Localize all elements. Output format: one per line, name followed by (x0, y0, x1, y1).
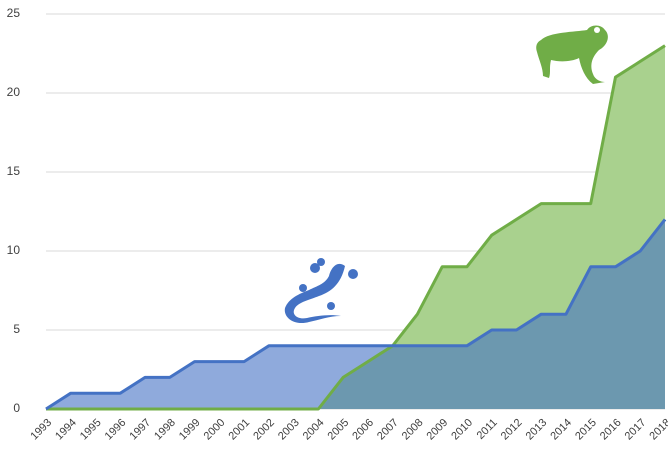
x-tick-label: 2007 (375, 417, 401, 443)
x-tick-label: 1999 (177, 417, 203, 443)
x-tick-label: 2006 (350, 417, 376, 443)
y-tick-label: 15 (7, 164, 21, 178)
x-tick-label: 1997 (127, 417, 153, 443)
y-tick-label: 5 (13, 322, 20, 336)
x-tick-label: 1995 (78, 417, 104, 443)
y-tick-label: 10 (7, 243, 21, 257)
x-tick-label: 1996 (103, 417, 129, 443)
x-tick-label: 2002 (251, 417, 277, 443)
x-tick-label: 2009 (425, 417, 451, 443)
x-tick-label: 2013 (524, 417, 550, 443)
y-tick-label: 25 (7, 6, 21, 20)
x-tick-label: 2001 (226, 417, 252, 443)
x-tick-label: 2012 (499, 417, 525, 443)
x-tick-label: 2011 (475, 417, 500, 442)
y-tick-label: 20 (7, 85, 21, 99)
x-tick-label: 2014 (548, 417, 574, 443)
x-tick-label: 1993 (28, 417, 54, 443)
frog-icon (536, 26, 608, 85)
x-tick-label: 2004 (301, 417, 327, 443)
x-tick-label: 2017 (623, 417, 649, 443)
plot-area: 0510152025199319941995199619971998199920… (7, 6, 668, 442)
x-tick-label: 2005 (325, 417, 351, 443)
x-tick-label: 1998 (152, 417, 178, 443)
x-tick-label: 2003 (276, 417, 302, 443)
x-tick-label: 2000 (202, 417, 228, 443)
chart: 0510152025199319941995199619971998199920… (0, 0, 668, 449)
x-tick-label: 1994 (53, 417, 79, 443)
x-tick-label: 2018 (647, 417, 668, 443)
lizard-icon (285, 258, 358, 323)
x-tick-label: 2016 (598, 417, 624, 443)
x-tick-label: 2015 (573, 417, 599, 443)
x-tick-label: 2010 (449, 417, 475, 443)
x-tick-label: 2008 (400, 417, 426, 443)
y-tick-label: 0 (13, 401, 20, 415)
